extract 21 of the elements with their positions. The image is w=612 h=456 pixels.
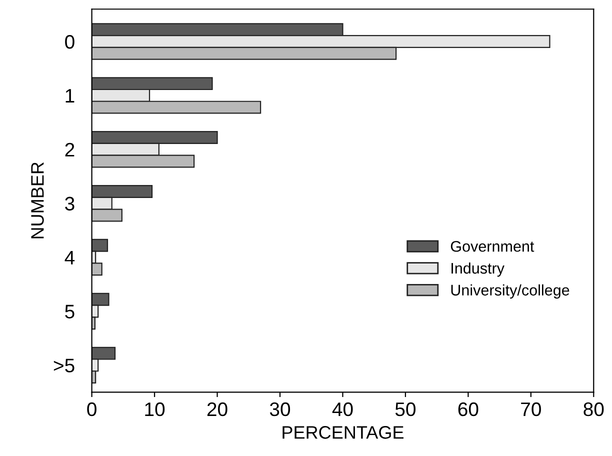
- y-tick-label: 1: [66, 89, 74, 102]
- legend-label: Industry: [452, 262, 504, 277]
- x-tick-label: 10: [145, 402, 165, 416]
- x-axis-title: PERCENTAGE: [282, 426, 404, 439]
- x-tick-label: 0: [87, 402, 96, 416]
- x-tick-label: 50: [395, 402, 416, 416]
- legend-label: Government: [450, 240, 534, 252]
- y-tick-label: 0: [65, 34, 74, 49]
- x-tick-label: 30: [270, 402, 290, 416]
- x-tick-label: 40: [332, 402, 353, 416]
- x-tick-label: 20: [207, 402, 228, 416]
- y-axis-title: NUMBER: [31, 162, 44, 238]
- y-tick-label: >5: [54, 358, 74, 372]
- x-tick-label: 80: [584, 402, 604, 416]
- y-tick-label: 3: [65, 196, 74, 211]
- x-tick-label: 60: [458, 402, 478, 416]
- legend-label: University/college: [451, 284, 570, 299]
- y-tick-label: 2: [65, 142, 74, 156]
- y-tick-label: 4: [64, 250, 75, 264]
- y-tick-label: 5: [65, 304, 74, 318]
- x-tick-label: 70: [521, 402, 541, 416]
